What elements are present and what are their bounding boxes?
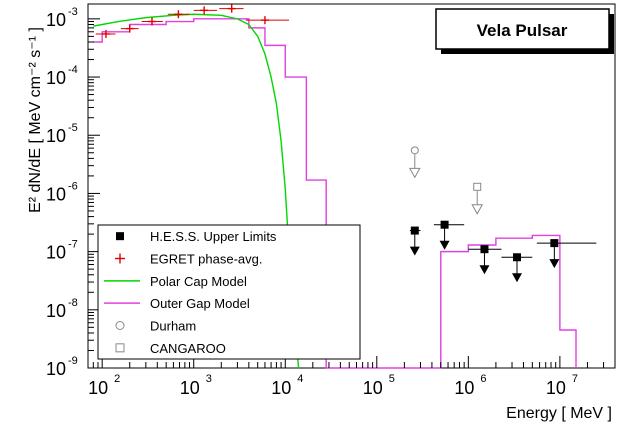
legend-cangaroo-symbol <box>115 343 125 353</box>
y-tick-exponent: -8 <box>68 297 78 309</box>
legend-label: Durham <box>150 319 196 334</box>
y-tick-label: 10 <box>46 10 66 30</box>
x-tick-label: 10 <box>271 378 291 398</box>
y-tick-exponent: -7 <box>68 239 78 251</box>
legend-label: Outer Gap Model <box>150 296 250 311</box>
x-tick-exponent: 7 <box>572 373 578 385</box>
y-tick-label: 10 <box>46 68 66 88</box>
legend-hess-symbol <box>116 232 124 241</box>
polar-cap-line <box>93 13 300 369</box>
y-tick-label: 10 <box>46 301 66 321</box>
series-layer <box>93 4 597 369</box>
hess-arrow-head <box>511 273 522 283</box>
y-tick-exponent: -5 <box>68 122 78 134</box>
y-tick-exponent: -4 <box>68 64 78 76</box>
x-tick-exponent: 3 <box>206 373 212 385</box>
cangaroo-marker <box>473 182 482 191</box>
legend-durham-symbol <box>115 321 125 330</box>
x-tick-label: 10 <box>180 378 200 398</box>
chart-title: Vela Pulsar <box>477 21 568 40</box>
x-axis-title: Energy [ MeV ] <box>506 405 612 422</box>
outer-gap-histogram <box>93 18 577 369</box>
legend-frame <box>97 224 361 360</box>
hess-marker <box>440 220 449 229</box>
durham-marker <box>410 146 419 155</box>
y-tick-exponent: -6 <box>68 180 78 192</box>
y-tick-label: 10 <box>46 243 66 263</box>
durham-arrow-head <box>408 167 421 179</box>
axes: 10 2 10 3 10 4 10 5 10 6 10 710 -910 -810 -710 -610 -510… <box>46 6 616 398</box>
legend-label: H.E.S.S. Upper Limits <box>150 229 277 244</box>
title-box: Vela Pulsar <box>435 8 614 54</box>
x-tick-label: 10 <box>454 378 474 398</box>
x-tick-label: 10 <box>546 378 566 398</box>
y-axis-title: E² dN/dE [ MeV cm⁻² s⁻¹ ] <box>27 27 44 213</box>
hess-arrow-head <box>479 265 490 275</box>
hess-marker <box>480 245 489 254</box>
hess-marker <box>410 226 419 235</box>
cangaroo-arrow-head <box>471 204 484 215</box>
y-tick-exponent: -9 <box>68 355 78 367</box>
hess-marker <box>512 253 521 262</box>
legend: H.E.S.S. Upper Limits EGRET phase-avg. Pol… <box>97 224 361 360</box>
x-tick-label: 10 <box>363 378 383 398</box>
x-tick-exponent: 2 <box>114 373 120 385</box>
hess-arrow-head <box>409 246 420 256</box>
axis-titles: Energy [ MeV ] E² dN/dE [ MeV cm⁻² s⁻¹ ] <box>27 27 612 422</box>
x-tick-exponent: 4 <box>297 373 303 385</box>
y-tick-label: 10 <box>46 184 66 204</box>
legend-label: EGRET phase-avg. <box>150 252 262 267</box>
x-tick-label: 10 <box>88 378 108 398</box>
hess-marker <box>550 239 559 248</box>
y-tick-exponent: -3 <box>68 6 78 18</box>
hess-arrow-head <box>439 240 450 250</box>
x-tick-exponent: 5 <box>389 373 395 385</box>
y-tick-label: 10 <box>46 359 66 379</box>
y-tick-label: 10 <box>46 126 66 146</box>
x-tick-exponent: 6 <box>480 373 486 385</box>
title-box-frame <box>435 8 610 50</box>
hess-arrow-head <box>549 259 560 269</box>
legend-label: Polar Cap Model <box>150 274 247 289</box>
legend-label: CANGAROO <box>150 341 226 356</box>
